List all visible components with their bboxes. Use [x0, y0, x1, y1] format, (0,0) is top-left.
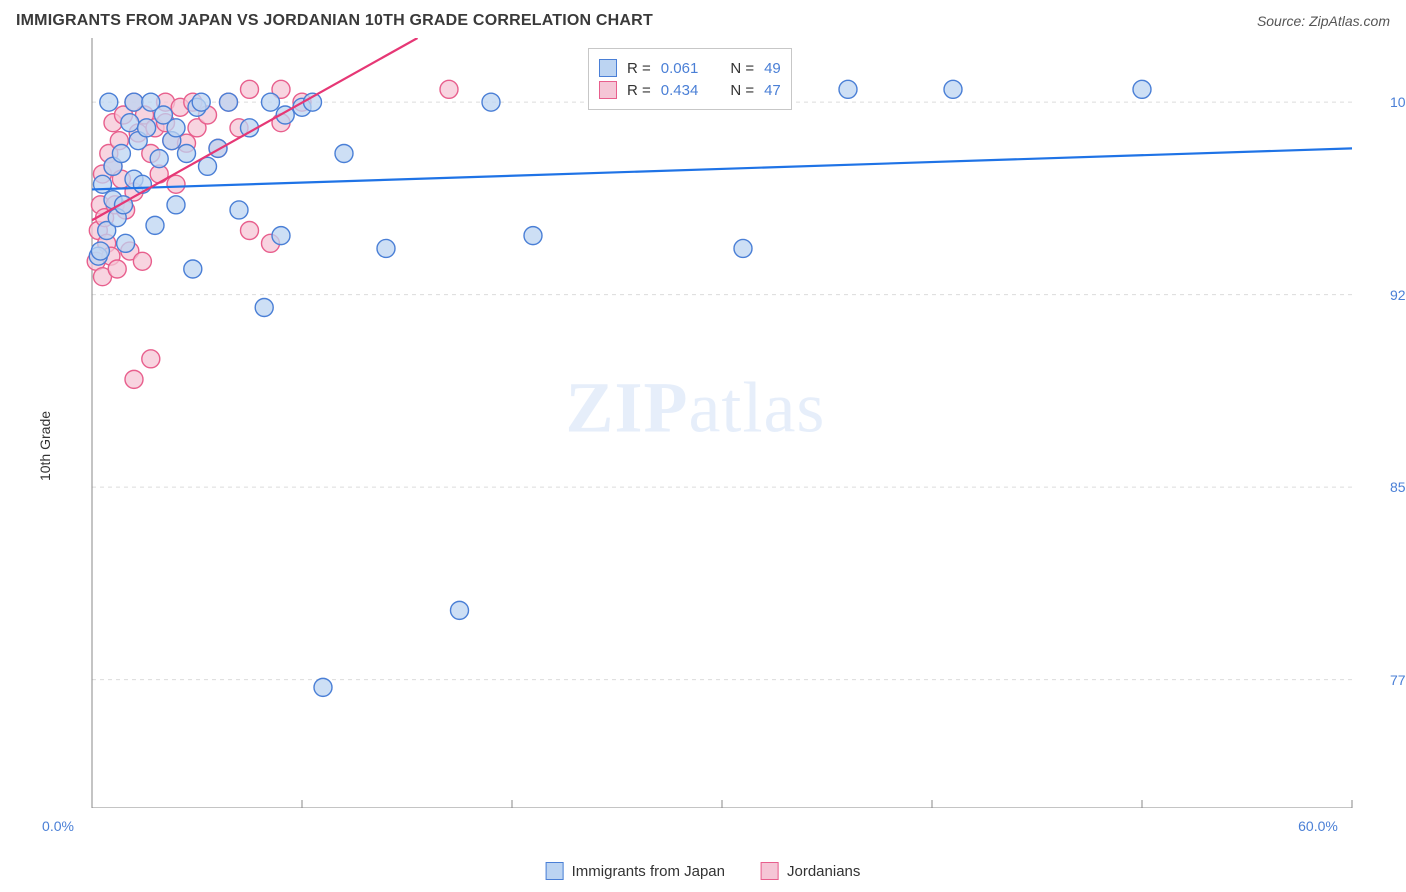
- x-tick-label: 60.0%: [1298, 818, 1338, 834]
- legend-label: Immigrants from Japan: [572, 863, 725, 880]
- n-label: N =: [730, 82, 754, 99]
- y-tick-label: 100.0%: [1380, 94, 1406, 110]
- chart-title: IMMIGRANTS FROM JAPAN VS JORDANIAN 10TH …: [16, 12, 653, 30]
- scatter-plot-svg: [58, 38, 1386, 808]
- legend-swatch: [546, 862, 564, 880]
- series-swatch: [599, 59, 617, 77]
- y-axis-label: 10th Grade: [37, 411, 53, 481]
- legend-item: Immigrants from Japan: [546, 862, 725, 880]
- r-label: R =: [627, 82, 651, 99]
- legend-label: Jordanians: [787, 863, 860, 880]
- legend-swatch: [761, 862, 779, 880]
- n-value: 47: [764, 82, 781, 99]
- r-value: 0.061: [661, 60, 699, 77]
- chart-source: Source: ZipAtlas.com: [1257, 13, 1390, 29]
- x-tick-label: 0.0%: [42, 818, 74, 834]
- stats-row: R = 0.434 N = 47: [599, 81, 781, 99]
- r-value: 0.434: [661, 82, 699, 99]
- source-name: ZipAtlas.com: [1309, 13, 1390, 29]
- plot-area: ZIPatlas R = 0.061N = 49R = 0.434N = 47 …: [58, 38, 1386, 808]
- n-label: N =: [730, 60, 754, 77]
- correlation-stats-box: R = 0.061 N = 49 R = 0.434 N = 47: [588, 48, 792, 110]
- y-tick-label: 77.5%: [1380, 672, 1406, 688]
- n-value: 49: [764, 60, 781, 77]
- chart-header: IMMIGRANTS FROM JAPAN VS JORDANIAN 10TH …: [0, 0, 1406, 38]
- bottom-legend: Immigrants from Japan Jordanians: [546, 862, 861, 880]
- r-label: R =: [627, 60, 651, 77]
- stats-row: R = 0.061 N = 49: [599, 59, 781, 77]
- series-swatch: [599, 81, 617, 99]
- legend-item: Jordanians: [761, 862, 860, 880]
- y-tick-label: 85.0%: [1380, 479, 1406, 495]
- y-tick-label: 92.5%: [1380, 287, 1406, 303]
- source-prefix: Source:: [1257, 13, 1309, 29]
